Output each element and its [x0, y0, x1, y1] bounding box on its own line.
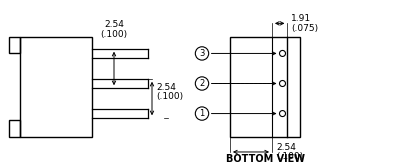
- Text: BOTTOM VIEW: BOTTOM VIEW: [226, 154, 304, 164]
- Text: 2.54
(.100): 2.54 (.100): [156, 82, 183, 101]
- Text: 1.91
(.075): 1.91 (.075): [291, 14, 318, 33]
- Bar: [9, 120, 20, 137]
- Text: 2: 2: [199, 79, 205, 88]
- Bar: [230, 37, 300, 137]
- Text: 2.54
(.100): 2.54 (.100): [276, 143, 303, 161]
- Text: 1: 1: [199, 109, 205, 118]
- Text: 3: 3: [199, 49, 205, 58]
- Bar: [9, 37, 20, 53]
- Bar: [20, 37, 92, 137]
- Text: 2.54
(.100): 2.54 (.100): [100, 20, 128, 39]
